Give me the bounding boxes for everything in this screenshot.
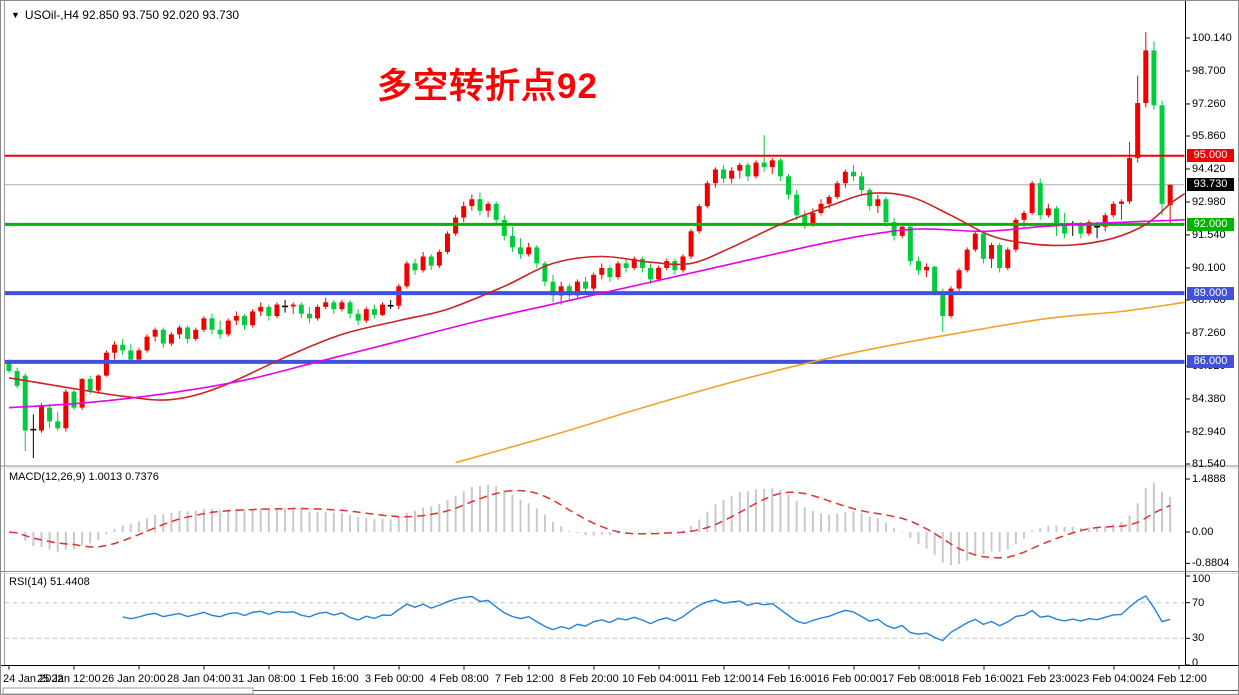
price-tick-label: 100.140 <box>1192 32 1232 44</box>
price-tick-label: 98.700 <box>1192 65 1226 77</box>
time-tick-label: 1 Feb 16:00 <box>300 673 359 685</box>
time-tick-label: 10 Feb 04:00 <box>622 673 687 685</box>
ma-long-orange <box>455 301 1185 464</box>
rsi-tick-label: 30 <box>1192 632 1205 644</box>
time-tick-label: 31 Jan 08:00 <box>232 673 296 685</box>
time-tick-label: 18 Feb 16:00 <box>947 673 1012 685</box>
time-tick-label: 14 Feb 16:00 <box>752 673 817 685</box>
rsi-tick-label: 100 <box>1192 573 1211 585</box>
price-tick-label: 84.380 <box>1192 393 1226 405</box>
time-tick-label: 21 Feb 23:00 <box>1012 673 1077 685</box>
price-tick-label: 91.540 <box>1192 229 1226 241</box>
macd-indicator-label: MACD(12,26,9) 1.0013 0.7376 <box>9 471 159 483</box>
price-level-badge[interactable]: 92.000 <box>1187 218 1234 231</box>
chevron-down-icon[interactable]: ▼ <box>11 10 20 20</box>
time-tick-label: 11 Feb 12:00 <box>687 673 752 685</box>
time-tick-label: 3 Feb 00:00 <box>365 673 424 685</box>
price-tick-label: 92.980 <box>1192 196 1226 208</box>
rsi-tick-label: 70 <box>1192 597 1205 609</box>
time-tick-label: 16 Feb 00:00 <box>817 673 882 685</box>
time-tick-label: 28 Jan 04:00 <box>167 673 231 685</box>
price-tick-label: 94.420 <box>1192 163 1226 175</box>
annotation-text: 多空转折点92 <box>377 67 598 106</box>
time-tick-label: 17 Feb 08:00 <box>882 673 947 685</box>
price-tick-label: 82.940 <box>1192 426 1226 438</box>
chart-title: ▼ USOil-,H4 92.850 93.750 92.020 93.730 <box>11 8 239 22</box>
time-tick-label: 24 Jan 2022 <box>3 673 64 685</box>
price-tick-label: 87.260 <box>1192 327 1226 339</box>
macd-signal-line <box>8 489 1171 559</box>
time-tick-label: 23 Feb 04:00 <box>1077 673 1142 685</box>
price-level-badge[interactable]: 89.000 <box>1187 287 1234 300</box>
time-tick-label: 4 Feb 08:00 <box>430 673 489 685</box>
macd-tick-label: 0.00 <box>1192 526 1214 538</box>
time-tick-label: 7 Feb 12:00 <box>495 673 554 685</box>
bid-price-badge: 93.730 <box>1187 178 1234 191</box>
time-tick-label: 26 Jan 20:00 <box>102 673 166 685</box>
ma-mid-magenta <box>8 219 1185 409</box>
macd-tick-label: 1.4888 <box>1192 473 1226 485</box>
time-tick-label: 24 Feb 12:00 <box>1142 673 1207 685</box>
bottom-left-box <box>2 687 254 694</box>
macd-histogram <box>16 482 1172 566</box>
price-level-badge[interactable]: 95.000 <box>1187 149 1234 162</box>
rsi-line <box>122 595 1171 642</box>
symbol-ohlc-label: USOil-,H4 92.850 93.750 92.020 93.730 <box>24 8 240 22</box>
price-tick-label: 90.100 <box>1192 262 1226 274</box>
price-tick-label: 97.260 <box>1192 98 1226 110</box>
price-tick-label: 95.860 <box>1192 130 1226 142</box>
price-tick-label: 81.540 <box>1192 458 1226 470</box>
time-tick-label: 8 Feb 20:00 <box>560 673 619 685</box>
price-level-badge[interactable]: 86.000 <box>1187 355 1234 368</box>
rsi-tick-label: 0 <box>1192 657 1199 669</box>
time-tick-label: 25 Jan 12:00 <box>37 673 101 685</box>
rsi-indicator-label: RSI(14) 51.4408 <box>9 576 90 588</box>
macd-tick-label: -0.8804 <box>1192 557 1230 569</box>
